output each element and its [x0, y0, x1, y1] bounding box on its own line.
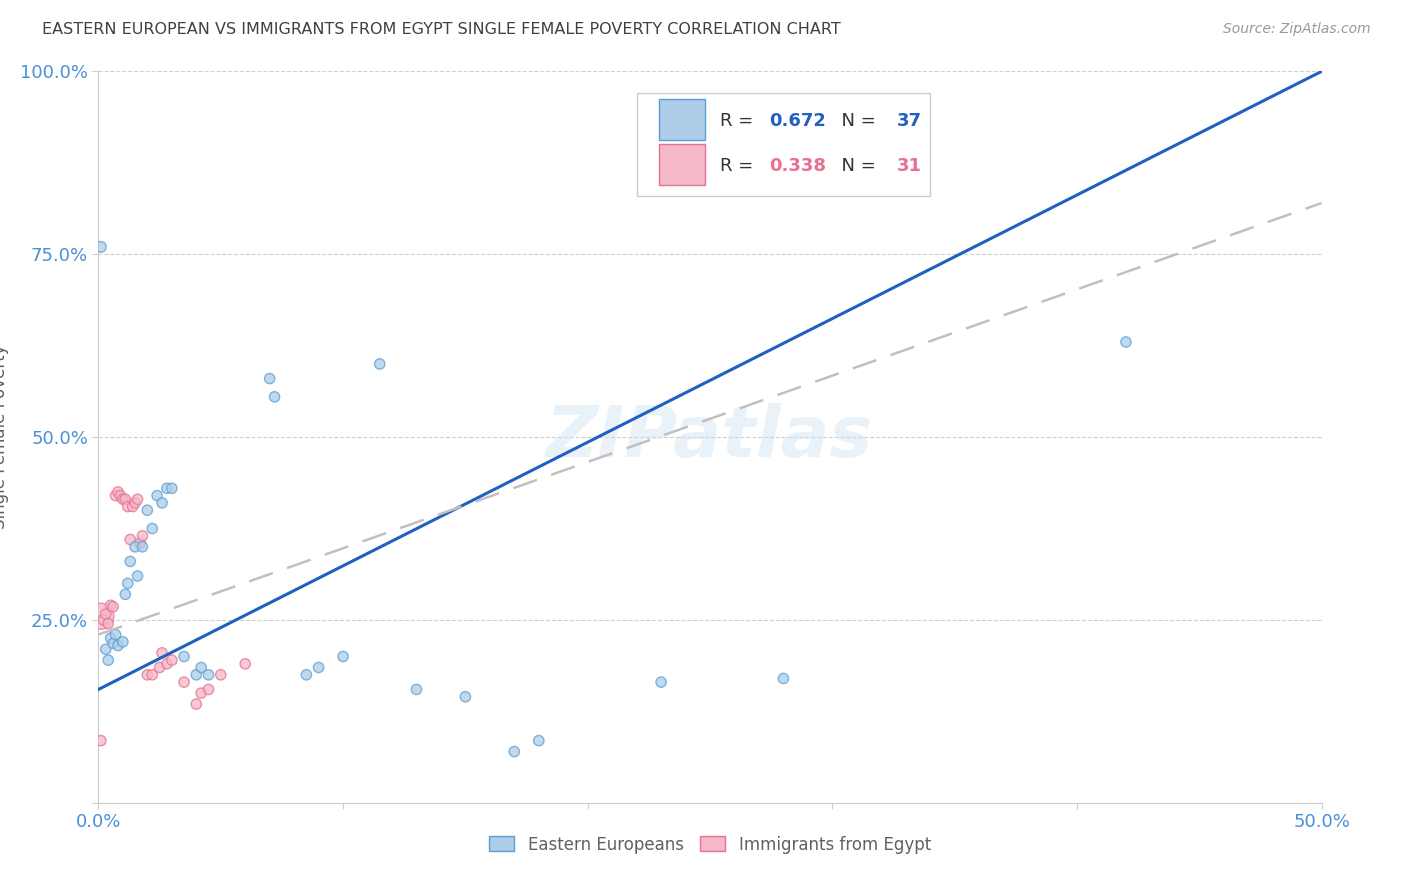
Point	[97, 653, 120, 667]
Point	[97, 616, 120, 631]
Text: N =: N =	[830, 157, 882, 176]
Point	[131, 529, 153, 543]
Point	[308, 660, 330, 674]
Text: 37: 37	[897, 112, 922, 130]
Text: Source: ZipAtlas.com: Source: ZipAtlas.com	[1223, 22, 1371, 37]
Point	[295, 667, 318, 681]
Y-axis label: Single Female Poverty: Single Female Poverty	[0, 345, 8, 529]
Point	[94, 607, 117, 621]
Point	[136, 503, 159, 517]
Point	[160, 653, 183, 667]
Point	[124, 496, 146, 510]
Point	[156, 657, 179, 671]
Point	[197, 667, 219, 681]
Legend: Eastern Europeans, Immigrants from Egypt: Eastern Europeans, Immigrants from Egypt	[482, 829, 938, 860]
Point	[173, 675, 195, 690]
Point	[233, 657, 256, 671]
Text: N =: N =	[830, 112, 882, 130]
Point	[114, 492, 136, 507]
Point	[503, 745, 526, 759]
Point	[129, 536, 152, 550]
Text: R =: R =	[720, 157, 759, 176]
Point	[209, 667, 232, 681]
Point	[197, 682, 219, 697]
Point	[368, 357, 391, 371]
Text: 31: 31	[897, 157, 922, 176]
Text: EASTERN EUROPEAN VS IMMIGRANTS FROM EGYPT SINGLE FEMALE POVERTY CORRELATION CHAR: EASTERN EUROPEAN VS IMMIGRANTS FROM EGYP…	[42, 22, 841, 37]
Point	[124, 540, 146, 554]
Point	[127, 569, 149, 583]
Point	[263, 390, 285, 404]
Point	[111, 635, 134, 649]
Point	[114, 587, 136, 601]
Text: 0.338: 0.338	[769, 157, 825, 176]
Point	[120, 533, 142, 547]
Point	[91, 613, 114, 627]
Point	[173, 649, 195, 664]
Point	[150, 646, 173, 660]
Point	[100, 599, 122, 613]
Point	[1115, 334, 1137, 349]
Text: 0.672: 0.672	[769, 112, 825, 130]
Point	[136, 667, 159, 681]
Point	[527, 733, 550, 747]
Text: ZIPatlas: ZIPatlas	[547, 402, 873, 472]
Point	[141, 521, 163, 535]
Point	[141, 667, 163, 681]
Point	[772, 672, 794, 686]
Point	[160, 481, 183, 495]
Point	[131, 540, 153, 554]
Point	[156, 481, 179, 495]
Point	[104, 489, 127, 503]
FancyBboxPatch shape	[637, 94, 931, 195]
Point	[186, 697, 208, 711]
Bar	[658, 145, 706, 185]
Point	[90, 609, 112, 624]
Point	[100, 632, 122, 646]
Text: R =: R =	[720, 112, 759, 130]
Point	[149, 660, 172, 674]
Point	[107, 639, 129, 653]
Point	[120, 554, 142, 568]
Point	[101, 599, 124, 614]
Point	[117, 500, 139, 514]
Point	[259, 371, 281, 385]
Point	[454, 690, 477, 704]
Point	[146, 489, 169, 503]
Point	[190, 686, 212, 700]
Point	[405, 682, 427, 697]
Point	[332, 649, 354, 664]
Point	[150, 496, 173, 510]
Bar	[658, 99, 706, 139]
Point	[111, 492, 134, 507]
Point	[190, 660, 212, 674]
Point	[90, 733, 112, 747]
Point	[110, 489, 132, 503]
Point	[94, 642, 117, 657]
Point	[121, 500, 143, 514]
Point	[650, 675, 672, 690]
Point	[107, 485, 129, 500]
Point	[127, 492, 149, 507]
Point	[90, 240, 112, 254]
Point	[104, 627, 127, 641]
Point	[186, 667, 208, 681]
Point	[117, 576, 139, 591]
Point	[101, 636, 124, 650]
